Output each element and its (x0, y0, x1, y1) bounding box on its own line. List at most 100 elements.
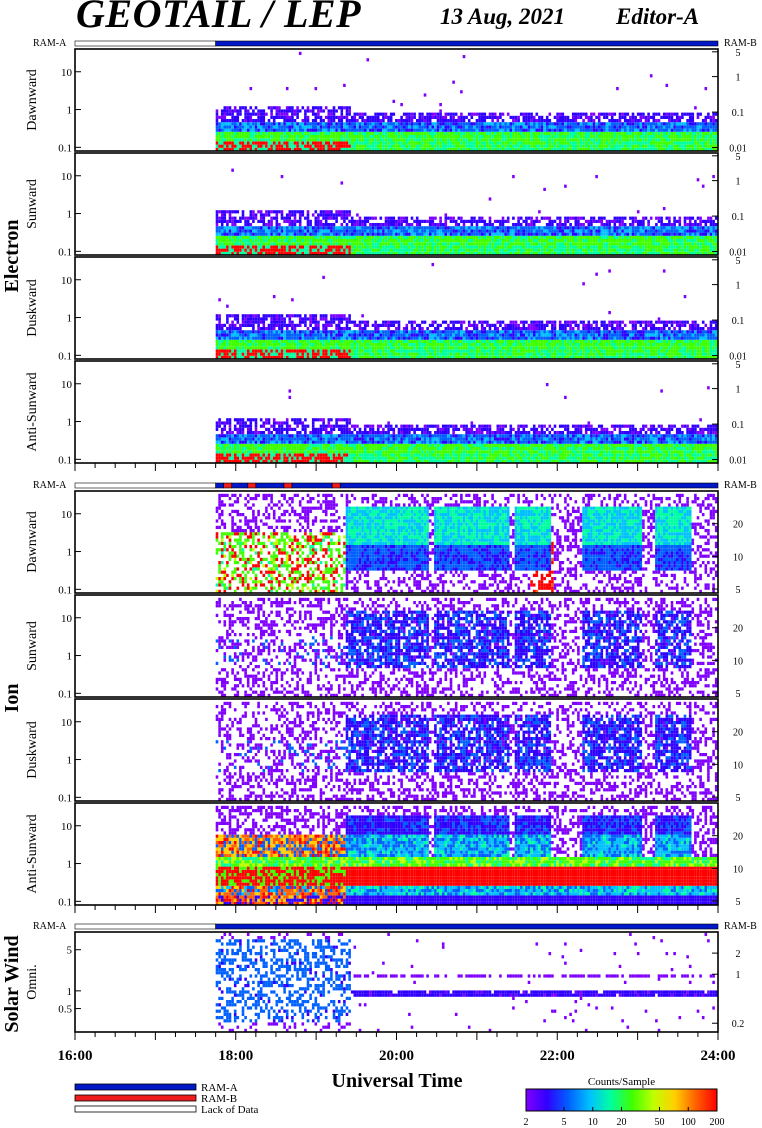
heatmap-cell (291, 109, 294, 113)
heatmap-cell (244, 343, 247, 347)
heatmap-cell (582, 229, 585, 233)
heatmap-cell (535, 248, 539, 252)
heatmap-cell (319, 138, 323, 142)
heatmap-cell (587, 232, 591, 236)
heatmap-cell (361, 112, 364, 116)
heatmap-cell (223, 245, 227, 249)
heatmap-cell (600, 235, 604, 239)
heatmap-cell (267, 245, 271, 249)
heatmap-cell (540, 128, 544, 132)
heatmap-cell (288, 119, 292, 123)
heatmap-cell (311, 106, 315, 110)
heatmap-cell (231, 355, 234, 359)
heatmap-cell (343, 144, 346, 148)
heatmap-cell (493, 219, 497, 223)
heatmap-cell (616, 235, 619, 239)
heatmap-cell (340, 239, 344, 243)
heatmap-cell (616, 144, 619, 148)
heatmap-cell (356, 141, 359, 145)
heatmap-cell (701, 184, 705, 188)
heatmap-cell (408, 122, 411, 126)
heatmap-cell (652, 147, 656, 151)
heatmap-cell (361, 138, 364, 142)
heatmap-cell (369, 235, 372, 239)
heatmap-cell (652, 239, 656, 243)
heatmap-cell (306, 346, 310, 350)
heatmap-cell (506, 131, 510, 135)
heatmap-cell (410, 138, 414, 142)
heatmap-cell (233, 343, 237, 347)
heatmap-cell (447, 242, 450, 246)
heatmap-cell (236, 317, 240, 321)
heatmap-cell (428, 223, 432, 227)
heatmap-cell (363, 125, 367, 129)
heatmap-cell (236, 119, 240, 123)
heatmap-cell (254, 317, 258, 321)
heatmap-cell (413, 135, 416, 139)
heatmap-cell (215, 343, 219, 347)
heatmap-cell (218, 352, 221, 356)
heatmap-cell (236, 330, 240, 334)
heatmap-cell (233, 219, 237, 223)
heatmap-cell (681, 115, 684, 119)
heatmap-cell (283, 336, 286, 340)
heatmap-cell (288, 314, 292, 318)
heatmap-cell (306, 229, 310, 233)
heatmap-cell (545, 144, 549, 148)
heatmap-cell (545, 232, 549, 236)
heatmap-cell (558, 232, 562, 236)
heatmap-cell (301, 339, 305, 343)
heatmap-cell (616, 125, 619, 129)
heatmap-cell (431, 122, 435, 126)
heatmap-cell (483, 226, 487, 230)
heatmap-cell (236, 112, 240, 116)
heatmap-cell (647, 131, 650, 135)
heatmap-cell (626, 232, 630, 236)
heatmap-cell (610, 141, 614, 145)
heatmap-cell (514, 138, 518, 142)
heatmap-cell (532, 242, 536, 246)
heatmap-cell (241, 128, 245, 132)
heatmap-cell (278, 323, 281, 327)
heatmap-cell (387, 122, 390, 126)
heatmap-cell (400, 223, 403, 227)
heatmap-cell (483, 112, 487, 116)
heatmap-cell (233, 141, 237, 145)
heatmap-cell (249, 131, 253, 135)
heatmap-cell (488, 223, 492, 227)
heatmap-cell (639, 242, 643, 246)
heatmap-cell (244, 349, 247, 353)
heatmap-cell (506, 242, 510, 246)
heatmap-cell (259, 242, 263, 246)
heatmap-cell (296, 144, 299, 148)
heatmap-cell (231, 320, 234, 324)
heatmap-cell (421, 248, 424, 252)
heatmap-cell (392, 248, 396, 252)
heatmap-cell (259, 109, 263, 113)
heatmap-cell (278, 106, 281, 110)
heatmap-cell (387, 232, 390, 236)
heatmap-cell (330, 125, 333, 129)
heatmap-cell (311, 239, 315, 243)
heatmap-cell (605, 251, 609, 255)
heatmap-cell (673, 131, 676, 135)
heatmap-cell (374, 251, 377, 255)
heatmap-cell (431, 232, 435, 236)
heatmap-cell (496, 251, 500, 255)
heatmap-cell (522, 141, 526, 145)
heatmap-cell (293, 135, 297, 139)
heatmap-cell (332, 122, 336, 126)
heatmap-cell (301, 239, 305, 243)
heatmap-cell (246, 128, 250, 132)
heatmap-cell (353, 144, 357, 148)
heatmap-cell (662, 138, 666, 142)
heatmap-cell (483, 147, 487, 151)
heatmap-cell (566, 232, 570, 236)
heatmap-cell (566, 245, 570, 249)
heatmap-cell (600, 223, 604, 227)
heatmap-cell (374, 226, 377, 230)
heatmap-cell (514, 226, 518, 230)
heatmap-cell (434, 239, 437, 243)
heatmap-cell (395, 232, 398, 236)
heatmap-cell (704, 122, 708, 126)
